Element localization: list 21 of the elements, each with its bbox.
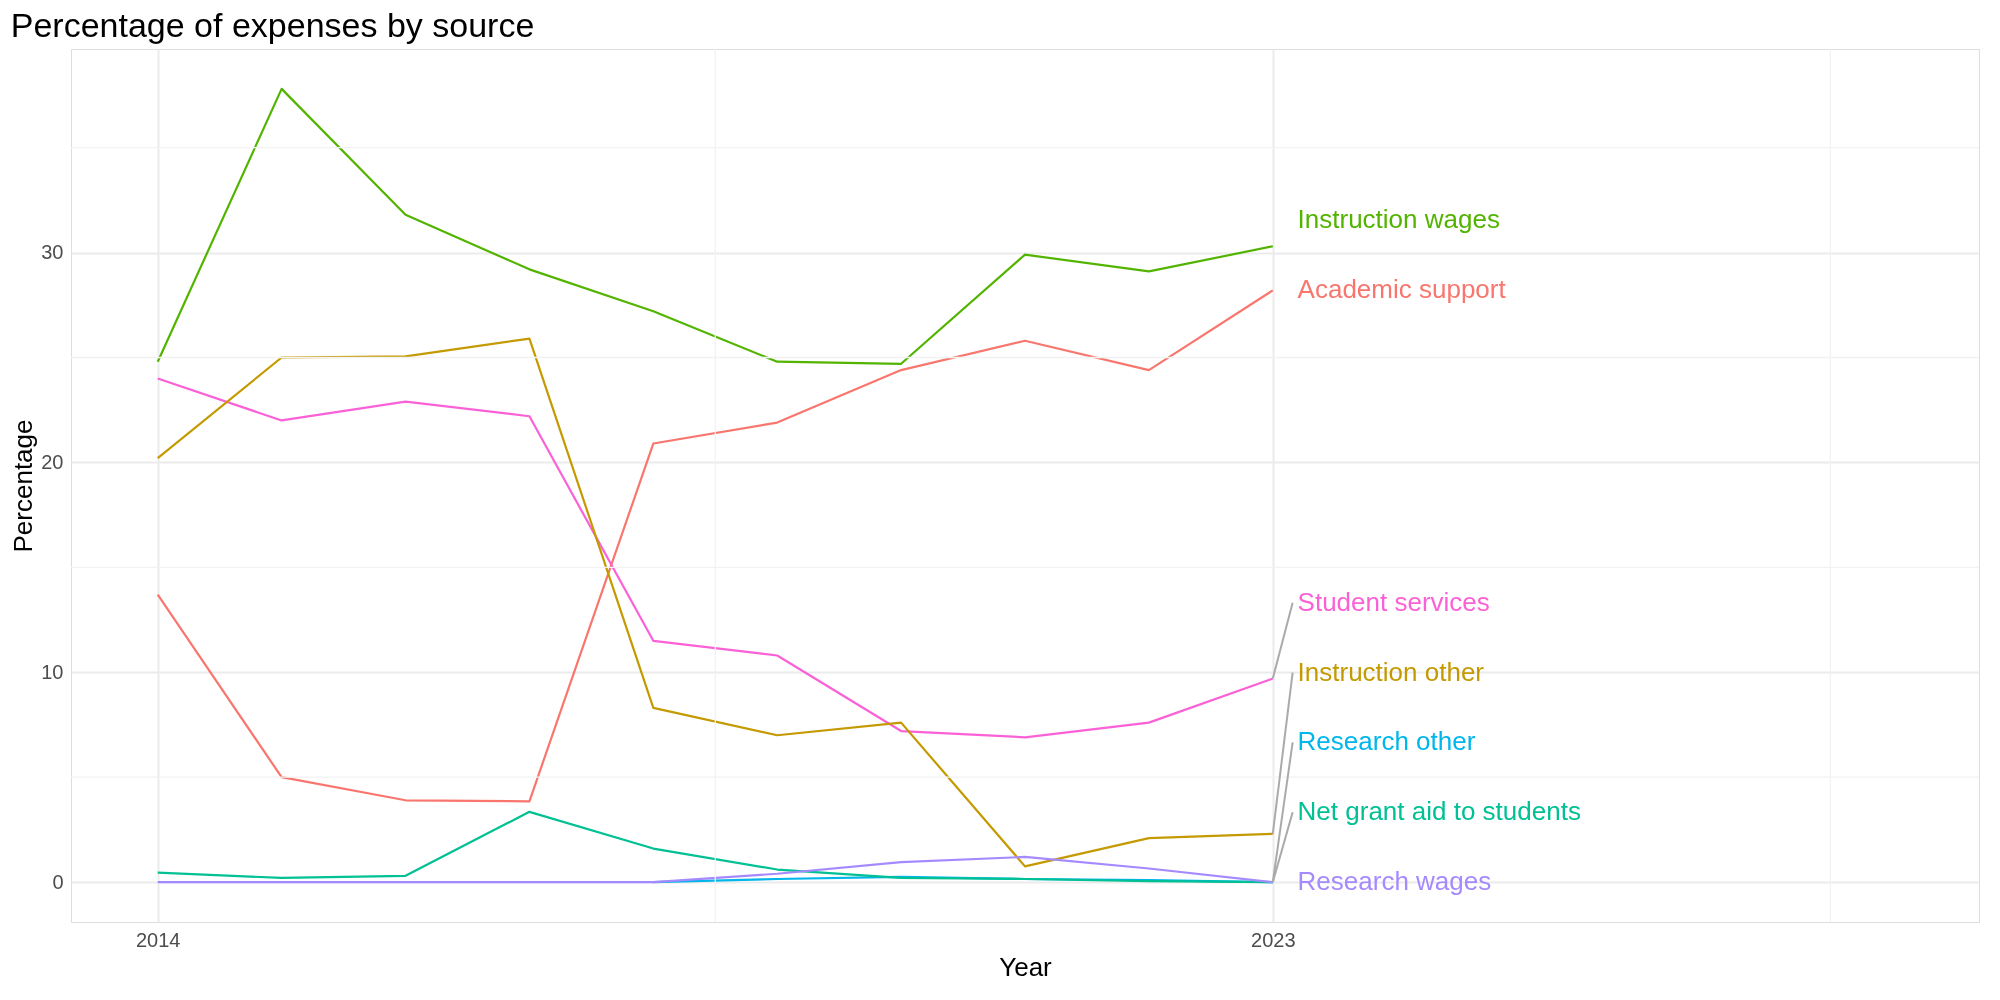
series-label: Instruction wages	[1297, 204, 1500, 235]
line-series	[156, 87, 1274, 365]
y-axis-title: Percentage	[8, 419, 39, 553]
line-series	[156, 855, 1274, 884]
chart-title: Percentage of expenses by source	[10, 6, 535, 45]
text: Student services	[1297, 586, 1490, 617]
x-tick-label: 2023	[1251, 928, 1296, 951]
line-series	[156, 377, 1274, 739]
line-series	[156, 289, 1274, 803]
x-tick-label: 2014	[135, 928, 181, 951]
y-tick-label: 20	[41, 450, 64, 473]
line-series	[156, 337, 1274, 868]
series-label: Academic support	[1297, 274, 1507, 305]
y-tick-label: 0	[52, 870, 64, 893]
text: Research other	[1297, 726, 1476, 757]
y-tick-label: 30	[41, 241, 64, 264]
text: Net grant aid to students	[1297, 796, 1581, 827]
y-tick-label: 10	[41, 660, 64, 683]
text: Instruction other	[1297, 656, 1485, 687]
x-axis-title: Year	[999, 951, 1053, 982]
series-label: Research wages	[1297, 866, 1492, 897]
